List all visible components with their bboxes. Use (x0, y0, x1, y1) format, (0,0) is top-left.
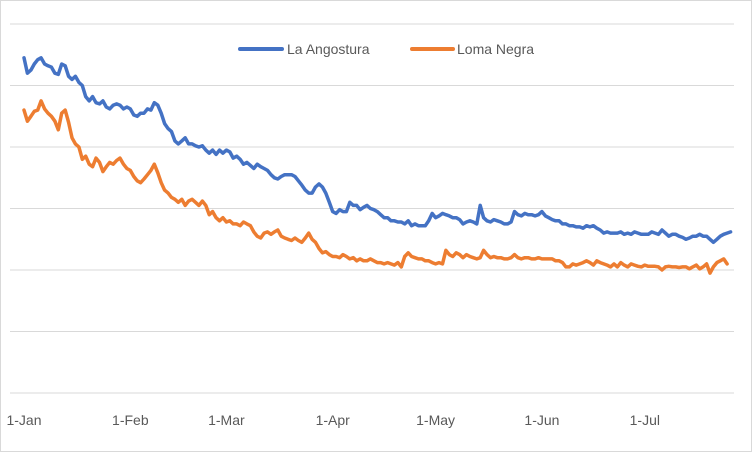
series-group (22, 56, 733, 275)
legend-label-loma-negra: Loma Negra (457, 41, 534, 57)
gridlines (10, 23, 734, 394)
legend[interactable]: La Angostura Loma Negra (238, 41, 534, 57)
x-tick-label-1-jun: 1-Jun (524, 412, 559, 428)
series-line-la-angostura (22, 56, 733, 245)
x-tick-label-1-jul: 1-Jul (630, 412, 660, 428)
x-axis-tick-labels: 1-Jan 1-Feb 1-Mar 1-Apr 1-May 1-Jun 1-Jul (6, 412, 660, 428)
x-tick-label-1-may: 1-May (416, 412, 455, 428)
legend-label-la-angostura: La Angostura (287, 41, 370, 57)
x-tick-label-1-jan: 1-Jan (6, 412, 41, 428)
x-tick-label-1-apr: 1-Apr (316, 412, 351, 428)
x-tick-label-1-feb: 1-Feb (112, 412, 149, 428)
x-tick-label-1-mar: 1-Mar (208, 412, 245, 428)
series-line-loma-negra (22, 99, 729, 275)
